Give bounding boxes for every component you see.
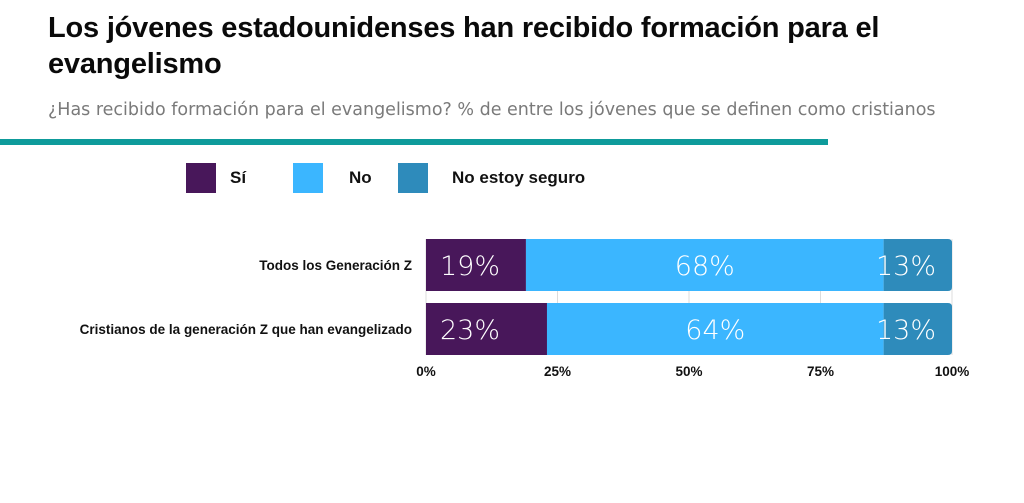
legend-label-no-estoy-seguro: No estoy seguro [452, 168, 586, 187]
legend-swatch-no [293, 163, 323, 193]
data-label: 13% [876, 251, 936, 282]
data-label: 64% [685, 315, 745, 346]
legend-swatch-no-estoy-seguro [398, 163, 428, 193]
bar-segment [426, 303, 547, 355]
x-tick-label: 50% [675, 364, 702, 379]
x-tick-label: 25% [544, 364, 571, 379]
bar-segment [883, 239, 952, 291]
bar-segment [546, 303, 884, 355]
legend-item-no-estoy-seguro: No estoy seguro [398, 163, 585, 193]
legend-swatch-si [186, 163, 216, 193]
x-axis-ticks: 0% 25% 50% 75% 100% [416, 364, 969, 379]
data-label: 19% [440, 251, 500, 282]
bar-segment [426, 239, 526, 291]
legend-label-si: Sí [230, 168, 247, 187]
data-label: 68% [675, 251, 735, 282]
bar-segment [525, 239, 884, 291]
chart-subtitle: ¿Has recibido formación para el evangeli… [48, 100, 936, 120]
bars: 19% 68% 13% 23% 64% 13% [426, 239, 952, 355]
category-label: Todos los Generación Z [259, 258, 412, 273]
category-label: Cristianos de la generación Z que han ev… [80, 322, 412, 337]
x-tick-label: 0% [416, 364, 436, 379]
data-label: 13% [876, 315, 936, 346]
x-tick-label: 75% [807, 364, 834, 379]
category-labels: Todos los Generación Z Cristianos de la g… [80, 258, 412, 337]
legend-label-no: No [349, 168, 372, 187]
header-divider [0, 139, 828, 145]
data-label: 23% [440, 315, 500, 346]
legend-item-no: No [293, 163, 372, 193]
bar-segment [883, 303, 952, 355]
x-tick-label: 100% [935, 364, 970, 379]
chart-title: Los jóvenes estadounidenses han recibido… [48, 12, 880, 80]
legend-item-si: Sí [186, 163, 246, 193]
